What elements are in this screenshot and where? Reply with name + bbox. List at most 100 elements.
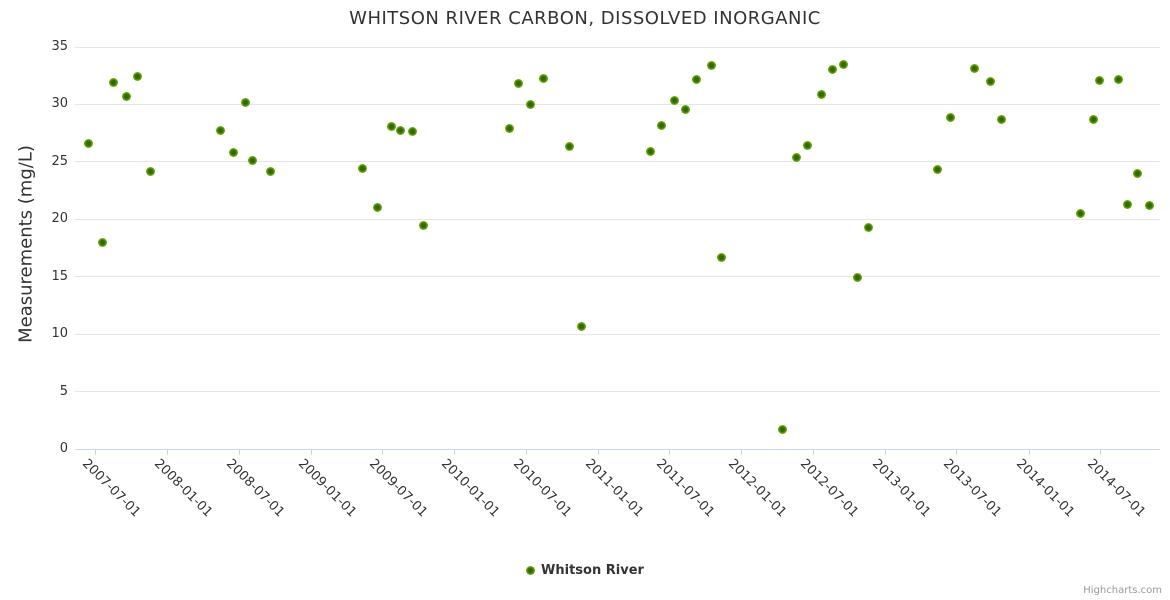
x-axis-tick-label: 2011-07-01 [653, 456, 718, 521]
x-axis-line [75, 448, 1160, 450]
data-point[interactable] [997, 114, 1007, 124]
y-gridline [75, 276, 1160, 278]
x-axis-tick [454, 449, 456, 455]
y-axis-tick-label: 10 [51, 326, 68, 342]
data-point[interactable] [265, 166, 275, 176]
x-axis-tick-label: 2007-07-01 [78, 456, 143, 521]
y-gridline [75, 46, 1160, 48]
y-axis-tick-label: 0 [59, 441, 68, 456]
data-point[interactable] [827, 65, 837, 75]
x-axis-tick [885, 449, 887, 455]
y-axis-title: Measurements (mg/L) [15, 145, 37, 343]
data-point[interactable] [240, 97, 250, 107]
data-point[interactable] [504, 124, 514, 134]
data-point[interactable] [803, 141, 813, 151]
data-point[interactable] [419, 220, 429, 230]
x-axis-tick [238, 449, 240, 455]
data-point[interactable] [932, 165, 942, 175]
y-gridline [75, 103, 1160, 105]
x-axis-tick-label: 2013-01-01 [869, 456, 934, 521]
data-point[interactable] [358, 164, 368, 174]
data-point[interactable] [133, 72, 142, 82]
legend-item-whitson-river[interactable]: Whitson River [0, 563, 1170, 578]
x-axis-tick-label: 2012-07-01 [796, 456, 862, 521]
data-point[interactable] [852, 273, 862, 283]
x-axis-tick [94, 449, 96, 455]
data-point[interactable] [670, 96, 680, 106]
y-gridline [75, 391, 1160, 393]
data-point[interactable] [248, 156, 258, 166]
x-axis-tick [166, 449, 168, 455]
data-point[interactable] [525, 99, 535, 109]
data-point[interactable] [1094, 75, 1104, 85]
x-axis-tick [1099, 449, 1101, 455]
x-axis-tick [382, 449, 384, 455]
data-point[interactable] [986, 76, 996, 86]
x-axis-tick-label: 2011-01-01 [581, 456, 646, 521]
y-gridline [75, 161, 1160, 163]
data-point[interactable] [864, 222, 874, 232]
data-point[interactable] [969, 64, 979, 74]
y-axis-tick-label: 5 [59, 383, 68, 399]
data-point[interactable] [945, 112, 955, 122]
data-point[interactable] [816, 89, 826, 99]
x-axis-tick [812, 449, 814, 455]
y-gridline [75, 218, 1160, 220]
y-axis-tick-label: 20 [51, 211, 68, 227]
data-point[interactable] [228, 148, 238, 158]
data-point[interactable] [372, 203, 382, 213]
x-axis-tick [597, 449, 599, 455]
x-axis-tick-label: 2010-07-01 [509, 456, 574, 521]
data-point[interactable] [1089, 114, 1099, 124]
x-axis-tick [310, 449, 312, 455]
legend-series-label: Whitson River [541, 563, 644, 578]
data-point[interactable] [215, 126, 225, 136]
x-axis-tick-label: 2008-07-01 [222, 456, 287, 521]
data-point[interactable] [717, 252, 727, 262]
x-axis-tick [956, 449, 958, 455]
data-point[interactable] [1075, 209, 1085, 219]
data-point[interactable] [792, 152, 802, 162]
x-axis-tick [1028, 449, 1030, 455]
data-point[interactable] [407, 127, 417, 137]
data-point[interactable] [145, 166, 155, 176]
data-point[interactable] [706, 60, 716, 70]
x-axis-tick-label: 2014-07-01 [1083, 456, 1148, 521]
data-point[interactable] [387, 121, 397, 131]
y-axis-tick-label: 15 [51, 268, 68, 284]
data-point[interactable] [539, 73, 549, 83]
x-axis-tick [741, 449, 743, 455]
data-point[interactable] [1145, 201, 1155, 210]
data-point[interactable] [564, 142, 574, 152]
data-point[interactable] [83, 138, 93, 148]
data-point[interactable] [692, 74, 702, 84]
chart-title: WHITSON RIVER CARBON, DISSOLVED INORGANI… [349, 8, 821, 29]
y-axis-tick-label: 35 [51, 39, 68, 54]
data-point[interactable] [657, 120, 667, 130]
y-axis-tick-label: 30 [51, 96, 68, 112]
data-point[interactable] [681, 104, 690, 114]
y-gridline [75, 333, 1160, 335]
legend-marker-icon [526, 566, 536, 575]
x-axis-tick-label: 2008-01-01 [151, 456, 216, 521]
data-point[interactable] [109, 78, 119, 88]
data-point[interactable] [121, 91, 131, 101]
data-point[interactable] [577, 321, 587, 331]
x-axis-tick [525, 449, 527, 455]
x-axis-tick-label: 2009-01-01 [294, 456, 359, 521]
data-point[interactable] [1113, 74, 1123, 84]
data-point[interactable] [97, 237, 107, 247]
data-point[interactable] [646, 147, 656, 157]
data-point[interactable] [1132, 168, 1142, 178]
data-point[interactable] [777, 424, 787, 434]
data-point[interactable] [514, 79, 524, 89]
data-point[interactable] [1122, 199, 1132, 209]
data-point[interactable] [839, 59, 849, 69]
x-axis-tick-label: 2014-01-01 [1012, 456, 1077, 521]
highcharts-credit-link[interactable]: Highcharts.com [1083, 585, 1162, 596]
data-point[interactable] [396, 126, 406, 136]
x-axis-tick [668, 449, 670, 455]
x-axis-tick-label: 2013-07-01 [940, 456, 1005, 521]
x-axis-tick-label: 2009-07-01 [366, 456, 431, 521]
